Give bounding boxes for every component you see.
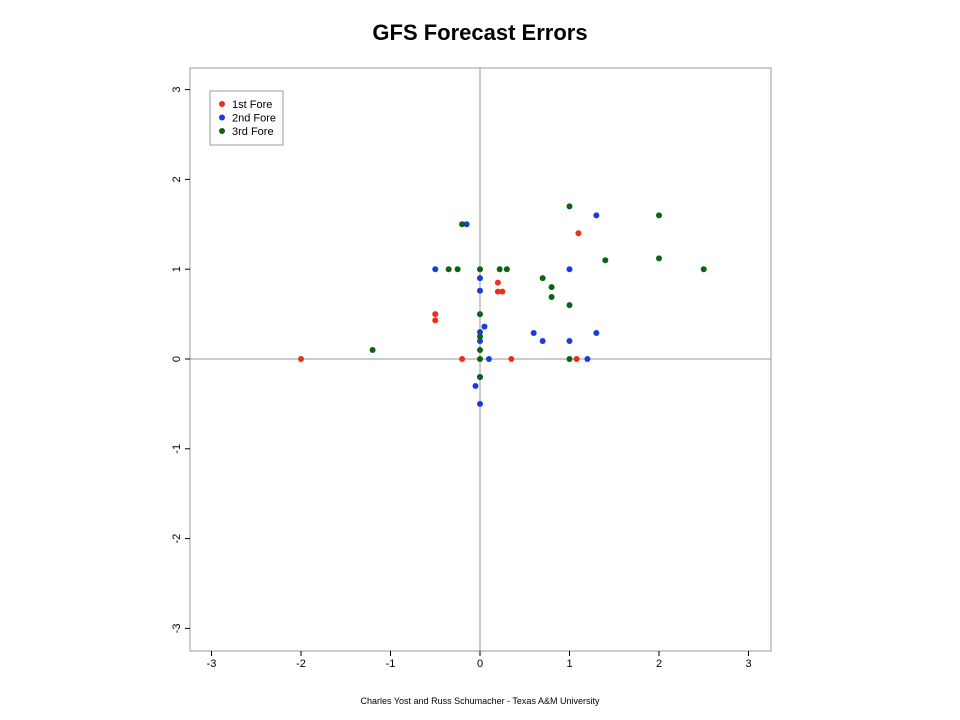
data-point-series-2	[530, 329, 537, 336]
x-tick-label: 0	[477, 658, 483, 670]
data-point-series-1	[499, 288, 506, 295]
data-point-series-1	[573, 356, 580, 362]
data-point-series-3	[454, 266, 461, 273]
data-point-series-1	[494, 279, 501, 286]
y-tick-label: 1	[171, 266, 183, 272]
data-point-series-3	[602, 257, 609, 264]
x-tick-label: -3	[207, 658, 217, 670]
legend-marker	[219, 101, 225, 107]
data-point-series-3	[566, 302, 573, 309]
data-point-series-3	[477, 356, 483, 362]
y-tick-label: -3	[171, 624, 183, 634]
data-point-series-2	[566, 338, 573, 345]
data-point-series-3	[503, 266, 510, 273]
data-point-series-2	[477, 329, 483, 336]
page-title: GFS Forecast Errors	[372, 20, 588, 45]
data-point-series-3	[369, 347, 376, 354]
data-point-series-2	[432, 266, 439, 273]
data-point-series-3	[477, 311, 483, 318]
y-tick-label: 2	[171, 176, 183, 182]
data-point-series-2	[477, 338, 483, 345]
data-point-series-3	[566, 203, 573, 210]
data-point-series-2	[584, 356, 591, 362]
data-point-series-3	[477, 333, 483, 340]
data-point-series-3	[548, 284, 555, 291]
points-layer	[298, 203, 707, 407]
data-point-series-2	[593, 212, 600, 219]
y-tick-label: -2	[171, 534, 183, 544]
data-point-series-1	[508, 356, 515, 362]
legend-marker	[219, 128, 225, 134]
y-tick-label: -1	[171, 444, 183, 454]
data-point-series-3	[477, 266, 483, 273]
data-point-series-1	[298, 356, 304, 362]
y-tick-label: 3	[171, 87, 183, 93]
data-point-series-2	[566, 266, 573, 273]
data-point-series-3	[656, 255, 662, 262]
x-tick-label: -2	[296, 658, 306, 670]
x-tick-label: 2	[656, 658, 662, 670]
legend-marker	[219, 114, 225, 121]
data-point-series-3	[459, 221, 466, 228]
data-point-series-2	[481, 323, 488, 330]
data-point-series-3	[656, 212, 662, 219]
x-tick-label: 1	[566, 658, 572, 670]
data-point-series-3	[477, 347, 483, 354]
data-point-series-3	[539, 275, 546, 282]
data-point-series-1	[459, 356, 466, 362]
axes-layer: -3 -2 -1 0 1 2 3 -3 -2 -1 0 1 2 3	[171, 68, 771, 670]
data-point-series-2	[593, 329, 600, 336]
data-point-series-1	[432, 311, 439, 318]
data-point-series-2	[477, 287, 483, 294]
data-point-series-1	[575, 230, 582, 237]
data-point-series-3	[700, 266, 707, 273]
legend-label: 3rd Fore	[232, 126, 274, 138]
data-point-series-2	[463, 221, 470, 228]
x-tick-label: 3	[745, 658, 751, 670]
data-point-series-1	[494, 288, 501, 295]
y-tick-label: 0	[171, 356, 183, 362]
data-point-series-2	[472, 382, 479, 389]
data-point-series-2	[539, 338, 546, 345]
data-point-series-3	[477, 373, 483, 380]
data-point-series-2	[477, 275, 483, 282]
data-point-series-3	[445, 266, 452, 273]
footer-credit: Charles Yost and Russ Schumacher - Texas…	[360, 696, 600, 706]
legend-label: 2nd Fore	[232, 113, 276, 125]
data-point-series-2	[485, 356, 492, 362]
data-point-series-2	[477, 400, 483, 407]
x-tick-label: -1	[386, 658, 396, 670]
data-point-series-3	[566, 356, 573, 362]
legend-label: 1st Fore	[232, 99, 272, 111]
data-point-series-3	[496, 266, 503, 273]
data-point-series-3	[548, 294, 555, 301]
data-point-series-1	[432, 317, 439, 324]
